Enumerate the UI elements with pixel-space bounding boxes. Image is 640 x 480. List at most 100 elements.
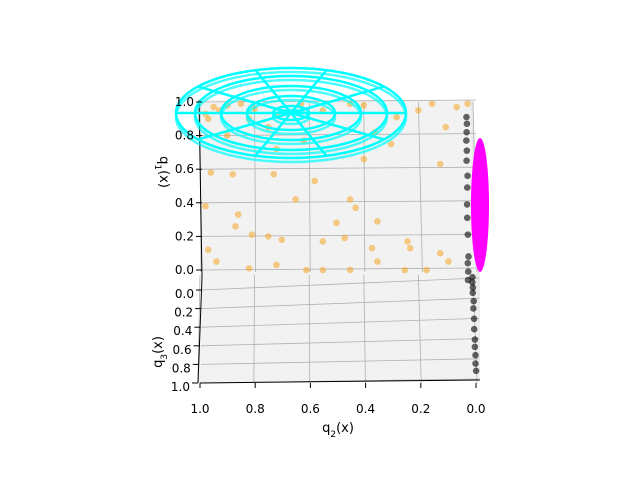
y-tick-label: 0.6	[173, 343, 192, 357]
x-tick-label: 1.0	[190, 402, 209, 416]
x-tick-label: 0.6	[301, 402, 320, 416]
orange-point	[303, 266, 310, 274]
y-tick-label: 1.0	[171, 380, 190, 394]
black-point	[470, 297, 478, 305]
floor-pane	[198, 268, 480, 383]
orange-point	[346, 266, 354, 274]
orange-point	[210, 103, 217, 111]
orange-point	[393, 113, 400, 121]
grid-line-x-floor	[363, 274, 366, 384]
z-tick-label: 0.4	[175, 196, 194, 210]
x-tick-label: 0.2	[411, 402, 430, 416]
grid-line-z	[199, 267, 477, 271]
black-point	[464, 259, 472, 267]
black-point	[463, 157, 470, 165]
orange-point	[273, 261, 280, 269]
z-tick-label: 0.6	[175, 162, 194, 176]
grid-line-z	[199, 166, 477, 170]
orange-point	[401, 266, 409, 274]
tick-labels: 1.0 0.8 0.6 0.4 0.2 0.0 0.0 0.2 0.4 0.6 0.8 1.0 0.0 0…	[171, 95, 486, 416]
orange-point	[406, 244, 414, 252]
grid-line-y	[200, 358, 480, 365]
black-point	[470, 325, 478, 333]
black-point	[471, 343, 479, 351]
grid-line-z	[199, 234, 477, 237]
black-point	[464, 184, 471, 191]
orange-point	[278, 236, 286, 244]
x-tick-label: 0.8	[246, 402, 265, 416]
wireframe-spoke	[290, 69, 328, 114]
black-point	[471, 336, 479, 343]
wireframe-ring	[219, 88, 363, 146]
orange-point	[423, 266, 430, 274]
orange-point	[237, 100, 245, 107]
grid-line-y	[200, 297, 480, 309]
black-point	[463, 120, 471, 128]
orange-point	[202, 202, 209, 210]
black-point	[469, 284, 477, 291]
grid-line-y	[200, 338, 480, 347]
y-tick-label: 0.4	[173, 324, 192, 338]
wireframe-spoke	[197, 85, 292, 115]
orange-point	[270, 170, 278, 178]
orange-point	[415, 107, 422, 114]
orange-point	[213, 258, 220, 265]
grid-line-z	[199, 200, 477, 204]
orange-point	[341, 234, 348, 242]
black-point	[463, 137, 470, 144]
magenta-surface	[471, 138, 489, 272]
orange-point	[453, 103, 460, 111]
black-point	[464, 231, 472, 238]
y-axis-line	[197, 276, 203, 384]
black-point	[472, 351, 479, 359]
orange-point	[436, 249, 444, 257]
orange-point	[346, 196, 354, 203]
black-point	[463, 147, 471, 154]
wireframe-ring	[174, 70, 408, 164]
black-point	[463, 113, 470, 121]
orange-point	[319, 238, 327, 245]
orange-point	[333, 219, 340, 227]
grid-line-z	[199, 133, 477, 136]
black-point	[469, 273, 476, 281]
black-point	[472, 360, 479, 367]
y-tick-label: 0.2	[174, 306, 193, 320]
wireframe-spoke	[290, 112, 328, 157]
cyan-wireframe	[174, 66, 408, 164]
orange-point	[428, 100, 436, 107]
grid-line-y	[200, 318, 480, 328]
x-axis-label: q2(x)	[322, 421, 354, 440]
grid-line-x-floor	[418, 274, 422, 384]
black-point	[463, 201, 471, 208]
orange-point	[311, 177, 318, 185]
orange-point	[368, 244, 376, 252]
grid-line-x-wall	[254, 101, 256, 273]
orange-point	[464, 100, 471, 107]
wireframe-spoke	[290, 85, 385, 115]
z-tick-label: 0.8	[175, 129, 194, 143]
z-axis-label: q1(x)	[152, 156, 171, 188]
grid-line-x-wall	[308, 101, 311, 273]
orange-point	[292, 196, 299, 203]
wireframe-spoke	[290, 111, 385, 141]
orange-point	[360, 102, 368, 109]
z-tick-label: 0.0	[175, 263, 194, 277]
orange-scatter-series	[202, 100, 471, 274]
wireframe-ring	[245, 98, 337, 136]
grid-line-z	[199, 99, 477, 103]
black-point	[465, 253, 472, 260]
orange-point	[248, 231, 256, 239]
black-point	[469, 289, 477, 297]
x-tick-label: 0.4	[356, 402, 375, 416]
black-scatter-series	[463, 113, 480, 375]
black-point	[463, 214, 471, 222]
orange-point	[224, 132, 231, 139]
x-tick-label: 0.0	[466, 402, 485, 416]
orange-point	[436, 160, 444, 168]
orange-point	[442, 123, 450, 131]
wireframe-spoke	[254, 112, 292, 157]
orange-point	[360, 155, 368, 163]
wireframe-ring	[193, 78, 389, 156]
black-point	[465, 268, 472, 275]
